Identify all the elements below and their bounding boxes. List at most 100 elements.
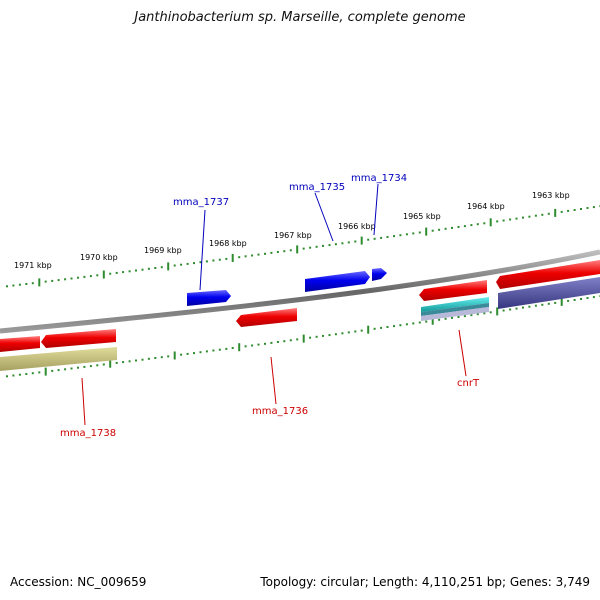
lower-ruler-minor-tick: [128, 360, 131, 363]
gene-arrow-mma-1736[interactable]: [236, 308, 297, 327]
lower-ruler-minor-tick: [386, 326, 389, 328]
gene-arrow-right-red[interactable]: [496, 260, 600, 289]
scale-label-1966: 1966 kbp: [338, 222, 376, 231]
upper-ruler-minor-tick: [115, 271, 118, 274]
upper-ruler-minor-tick: [470, 224, 473, 227]
label-mma-1734[interactable]: mma_1734: [351, 173, 407, 184]
lower-ruler-minor-tick: [360, 329, 363, 332]
leader-mma-1734: [373, 183, 379, 236]
scale-label-1964: 1964 kbp: [467, 202, 505, 211]
lower-ruler-minor-tick: [18, 373, 21, 376]
lower-ruler-minor-tick: [31, 372, 34, 375]
lower-ruler-major-tick: [367, 325, 370, 334]
lower-ruler-minor-tick: [373, 327, 376, 330]
lower-ruler-minor-tick: [489, 311, 492, 314]
lower-ruler-minor-tick: [541, 303, 544, 306]
lower-ruler-minor-tick: [470, 314, 473, 317]
upper-ruler-minor-tick: [186, 262, 189, 265]
upper-ruler-minor-tick: [83, 275, 86, 278]
track-khaki[interactable]: [0, 347, 117, 371]
lower-ruler-minor-tick: [135, 359, 137, 362]
upper-ruler-major-tick: [554, 208, 557, 217]
upper-ruler-major-tick: [38, 278, 41, 287]
track-teal-gray[interactable]: [421, 303, 489, 316]
gene-arrow-cnrt[interactable]: [419, 280, 487, 301]
label-mma-1735[interactable]: mma_1735: [289, 182, 345, 193]
scale-labels: 1971 kbp 1970 kbp 1969 kbp 1968 kbp 1967…: [14, 191, 570, 270]
lower-ruler-minor-tick: [225, 347, 228, 350]
upper-ruler-minor-tick: [44, 280, 47, 283]
scale-label-1967: 1967 kbp: [274, 231, 312, 240]
lower-ruler-minor-tick: [205, 350, 208, 353]
lower-ruler-minor-tick: [147, 357, 150, 360]
lower-ruler-minor-tick: [476, 313, 479, 316]
lower-ruler-minor-tick: [115, 361, 118, 364]
map-title: Janthinobacterium sp. Marseille, complet…: [134, 10, 466, 25]
lower-ruler-minor-tick: [38, 371, 41, 374]
lower-ruler-minor-tick: [573, 299, 576, 301]
upper-ruler-minor-tick: [463, 225, 466, 228]
lower-ruler-minor-tick: [231, 347, 234, 349]
lower-ruler-minor-tick: [244, 345, 247, 348]
genome-backbone: [0, 249, 600, 334]
lower-ruler-minor-tick: [6, 375, 8, 378]
lower-ruler-minor-tick: [483, 312, 486, 315]
lower-ruler-major-tick: [238, 343, 241, 352]
label-mma-1738[interactable]: mma_1738: [60, 428, 116, 439]
upper-ruler-minor-tick: [476, 223, 479, 226]
label-cnrt[interactable]: cnrT: [457, 378, 480, 389]
upper-ruler-minor-tick: [154, 267, 157, 269]
lower-ruler-minor-tick: [451, 316, 453, 319]
track-cyan[interactable]: [421, 297, 489, 312]
upper-ruler-minor-tick: [160, 266, 163, 269]
upper-ruler-minor-tick: [451, 226, 453, 229]
upper-ruler-major-tick: [167, 262, 170, 271]
gene-arrow-mma-1738-part1[interactable]: [0, 336, 40, 352]
upper-ruler-minor-tick: [444, 227, 447, 230]
upper-ruler-minor-tick: [109, 272, 112, 275]
upper-ruler-minor-tick: [244, 255, 247, 258]
gene-arrow-mma-1734[interactable]: [372, 268, 387, 281]
upper-ruler-minor-tick: [205, 260, 208, 263]
forward-strand-genes: [187, 268, 387, 306]
reverse-strand-genes: [0, 260, 600, 352]
label-leaders: [81, 183, 467, 426]
label-mma-1737[interactable]: mma_1737: [173, 197, 229, 208]
upper-ruler-minor-tick: [328, 244, 331, 247]
lower-ruler-minor-tick: [341, 332, 344, 335]
lower-ruler-minor-tick: [199, 351, 202, 354]
lower-ruler-minor-tick: [180, 353, 183, 356]
lower-ruler-minor-tick: [77, 366, 79, 369]
lower-ruler-minor-tick: [347, 331, 350, 334]
upper-ruler-minor-tick: [212, 259, 215, 262]
upper-ruler-minor-tick: [431, 229, 434, 232]
lower-ruler-minor-tick: [438, 318, 441, 321]
upper-ruler-major-tick: [102, 270, 105, 279]
upper-ruler-major-tick: [231, 254, 234, 262]
lower-ruler-minor-tick: [393, 325, 395, 328]
gene-arrow-mma-1737[interactable]: [187, 290, 231, 306]
lower-ruler-major-tick: [109, 359, 112, 368]
upper-ruler-minor-tick: [534, 214, 537, 217]
feature-tracks: [0, 277, 600, 371]
lower-ruler-major-tick: [302, 334, 305, 343]
upper-ruler-minor-tick: [496, 220, 499, 223]
upper-ruler-minor-tick: [580, 208, 582, 210]
lower-ruler-minor-tick: [554, 301, 557, 304]
upper-ruler-minor-tick: [573, 209, 576, 211]
upper-ruler-minor-tick: [264, 252, 266, 255]
lower-ruler-major-tick: [44, 367, 47, 376]
upper-ruler-minor-tick: [51, 279, 54, 282]
gene-arrow-mma-1735[interactable]: [305, 271, 370, 292]
gene-arrow-mma-1738[interactable]: [41, 329, 116, 348]
track-lavender[interactable]: [421, 307, 489, 321]
label-mma-1736[interactable]: mma_1736: [252, 406, 308, 417]
track-slate[interactable]: [498, 277, 600, 309]
lower-ruler-minor-tick: [96, 364, 99, 367]
lower-ruler-minor-tick: [186, 352, 189, 355]
upper-ruler-minor-tick: [238, 256, 241, 259]
upper-ruler-minor-tick: [457, 226, 460, 228]
lower-ruler-minor-tick: [51, 369, 54, 372]
upper-ruler-minor-tick: [560, 210, 563, 213]
